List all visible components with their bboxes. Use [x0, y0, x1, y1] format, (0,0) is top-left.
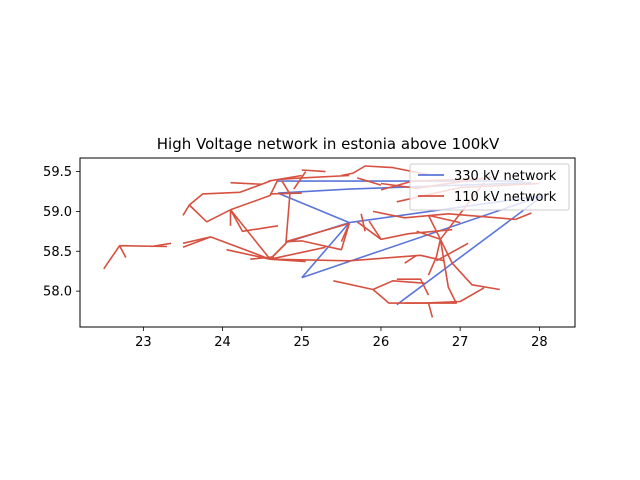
chart-title: High Voltage network in estonia above 10… [157, 135, 500, 153]
line-segment [151, 242, 172, 248]
line-segment [515, 212, 532, 221]
line-segment [182, 180, 271, 216]
x-tick-label: 27 [452, 335, 469, 350]
x-axis: 23 24 25 26 27 28 [135, 327, 548, 350]
line-segment [301, 222, 350, 279]
line-segment [270, 192, 302, 195]
line-segment [356, 221, 453, 241]
line-segment [427, 302, 434, 318]
line-segment [360, 213, 366, 232]
line-segment [404, 254, 418, 264]
legend-label-110kv: 110 kV network [454, 190, 557, 205]
line-segment [372, 279, 425, 291]
line-segment [229, 209, 279, 233]
line-segment [229, 209, 271, 260]
line-segment [340, 223, 351, 243]
line-segment [188, 204, 231, 223]
y-axis: 58.0 58.5 59.0 59.5 [43, 165, 80, 300]
x-tick-label: 23 [135, 335, 152, 350]
line-segment [269, 180, 291, 260]
y-tick-label: 58.0 [43, 285, 72, 300]
line-segment [368, 220, 382, 240]
line-segment [270, 254, 445, 262]
plot-frame [79, 157, 576, 328]
x-tick-label: 24 [214, 335, 231, 350]
legend-label-330kv: 330 kV network [454, 169, 557, 184]
line-segment [372, 210, 516, 221]
line-segment [250, 256, 275, 260]
line-segment [333, 280, 485, 304]
line-segment [293, 171, 307, 190]
line-segment [396, 278, 430, 296]
y-tick-label: 59.0 [43, 205, 72, 220]
x-tick-label: 25 [293, 335, 310, 350]
line-segment [285, 223, 351, 251]
line-segment [396, 194, 544, 306]
line-segment [428, 214, 461, 224]
x-tick-label: 26 [373, 335, 390, 350]
x-tick-label: 28 [531, 335, 548, 350]
legend: 330 kV network 110 kV network [409, 163, 570, 211]
line-segment [341, 165, 429, 177]
y-tick-label: 59.5 [43, 165, 72, 180]
line-segment [182, 236, 211, 249]
line-segment [301, 169, 326, 173]
y-tick-label: 58.5 [43, 245, 72, 260]
line-segment [439, 238, 500, 291]
line-segment [118, 245, 127, 258]
line-segment [285, 222, 350, 243]
line-segment [356, 177, 382, 186]
line-segment [416, 230, 442, 276]
line-segment [230, 181, 263, 186]
line-segment [230, 179, 279, 211]
line-segment [269, 246, 326, 260]
legend-box [409, 163, 570, 211]
line-segment [436, 242, 469, 262]
